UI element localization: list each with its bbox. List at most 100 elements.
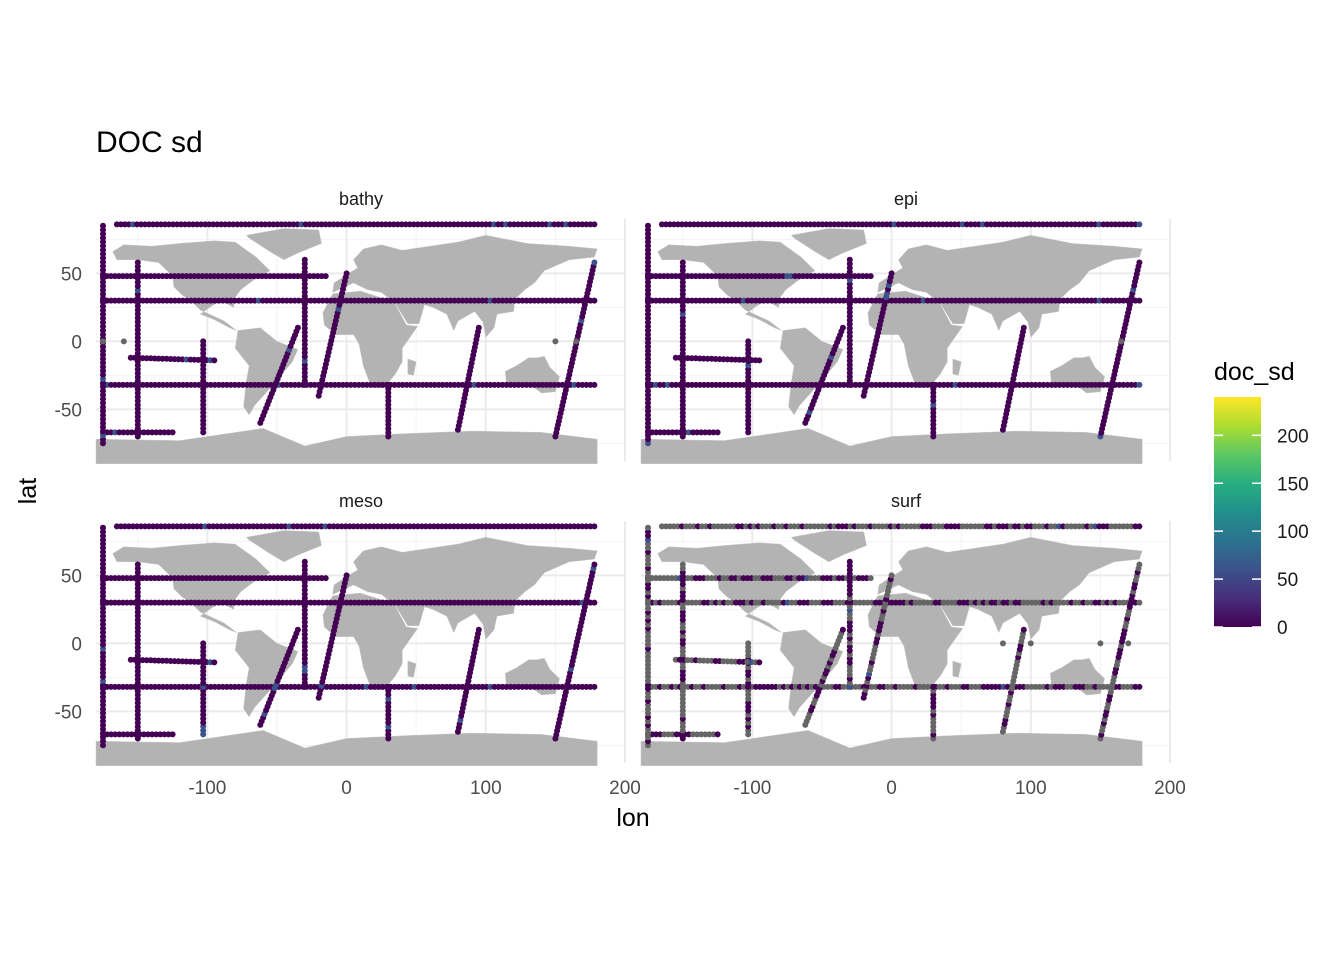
- data-point: [100, 375, 106, 382]
- data-points: [100, 523, 598, 749]
- facet-meso: meso -50 0 50 -100 0 100 200: [55, 491, 641, 799]
- facet-strip-label: epi: [894, 189, 918, 209]
- data-point: [653, 429, 660, 436]
- data-point: [871, 523, 878, 530]
- data-point: [322, 273, 329, 280]
- land-polygon: [95, 428, 598, 464]
- x-tick-label: 0: [886, 778, 897, 799]
- data-point: [661, 731, 668, 738]
- data-point: [301, 357, 308, 364]
- data-point: [100, 359, 106, 366]
- data-point: [153, 429, 160, 436]
- data-point: [591, 599, 598, 606]
- color-legend: doc_sd 0 50 100 150 200: [1214, 358, 1309, 639]
- data-point: [301, 591, 308, 598]
- data-point: [120, 731, 127, 738]
- land-polygon: [234, 629, 299, 718]
- data-point: [846, 579, 853, 585]
- data-point: [551, 523, 558, 530]
- data-point: [645, 230, 651, 237]
- data-point: [100, 259, 106, 266]
- data-point: [301, 337, 308, 344]
- data-point: [262, 523, 269, 530]
- land-polygon: [640, 730, 1143, 766]
- data-point: [100, 621, 106, 628]
- data-point: [475, 626, 482, 633]
- x-tick-label: 200: [1154, 778, 1186, 799]
- data-point: [100, 524, 106, 531]
- data-point: [301, 345, 308, 352]
- land-polygon: [407, 660, 417, 678]
- data-point: [100, 247, 106, 253]
- data-point: [871, 221, 878, 228]
- data-point: [930, 683, 937, 690]
- y-tick-label: 50: [61, 566, 82, 587]
- data-point: [714, 429, 721, 436]
- data-point: [846, 659, 853, 666]
- data-point: [100, 532, 106, 539]
- data-point: [846, 325, 853, 332]
- data-point: [100, 549, 106, 555]
- land-polygon: [877, 537, 1143, 640]
- data-point: [678, 523, 685, 530]
- data-point: [120, 429, 127, 436]
- data-point: [100, 404, 106, 411]
- data-point: [133, 523, 140, 530]
- data-point: [645, 649, 651, 656]
- na-data-point: [573, 338, 580, 345]
- data-point: [645, 577, 651, 584]
- data-point: [846, 256, 853, 263]
- land-polygon: [952, 358, 962, 376]
- data-point: [301, 603, 308, 610]
- data-point: [903, 523, 910, 530]
- data-point: [711, 221, 717, 228]
- data-point: [230, 523, 237, 530]
- data-point: [846, 357, 853, 364]
- data-point: [100, 388, 106, 394]
- legend-tick-label: 200: [1277, 426, 1309, 447]
- data-point: [301, 671, 308, 678]
- data-point: [301, 639, 308, 646]
- data-point: [756, 659, 763, 666]
- land-map: [640, 530, 1143, 766]
- data-point: [846, 264, 853, 271]
- na-data-point: [552, 338, 559, 345]
- data-points: [99, 221, 598, 447]
- legend-tick-label: 150: [1277, 474, 1309, 495]
- data-point: [745, 338, 752, 345]
- data-point: [839, 626, 846, 633]
- data-point: [846, 603, 853, 610]
- data-point: [301, 647, 308, 654]
- data-points: [645, 523, 1143, 749]
- land-polygon: [332, 537, 598, 640]
- data-point: [645, 388, 651, 394]
- data-point: [454, 523, 461, 530]
- data-point: [100, 718, 106, 725]
- land-polygon: [245, 228, 322, 261]
- data-point: [454, 221, 461, 228]
- data-point: [422, 221, 429, 228]
- data-point: [846, 289, 853, 296]
- land-polygon: [407, 358, 417, 376]
- x-tick-label: 0: [341, 778, 352, 799]
- data-point: [867, 575, 874, 582]
- data-point: [645, 404, 651, 411]
- data-point: [134, 561, 141, 568]
- data-point: [665, 731, 672, 738]
- data-point: [385, 683, 392, 690]
- data-point: [846, 615, 853, 622]
- data-point: [645, 347, 651, 354]
- data-point: [133, 221, 140, 228]
- data-point: [294, 221, 301, 228]
- land-map: [95, 530, 598, 766]
- data-point: [116, 731, 123, 738]
- y-tick-label: 0: [71, 332, 82, 353]
- data-point: [149, 731, 156, 738]
- data-point: [301, 277, 308, 283]
- data-point: [685, 731, 692, 738]
- data-point: [661, 429, 668, 436]
- data-point: [100, 633, 106, 640]
- data-point: [100, 222, 106, 229]
- data-point: [422, 523, 429, 530]
- data-point: [1128, 221, 1135, 228]
